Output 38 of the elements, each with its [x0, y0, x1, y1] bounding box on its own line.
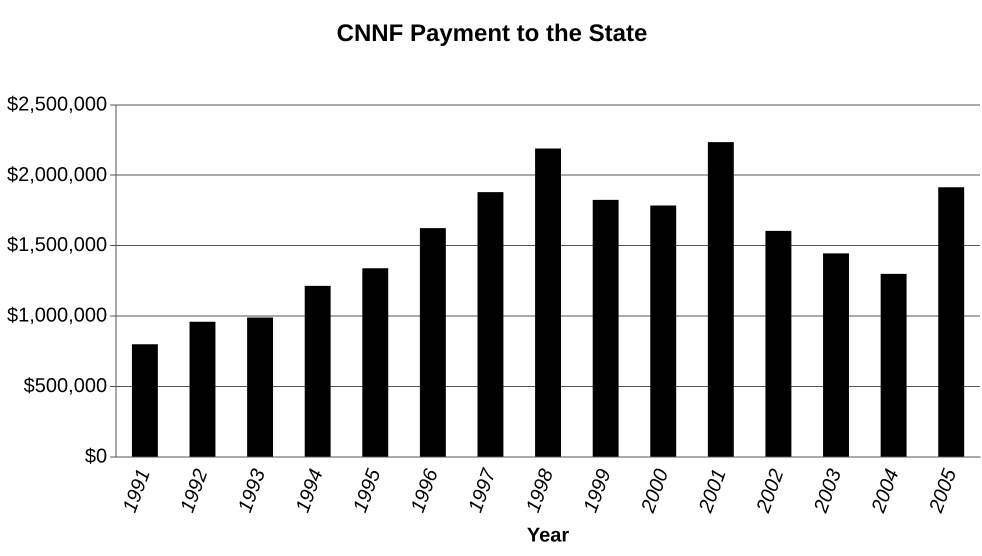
x-tick-label: 2001	[694, 466, 731, 516]
bar	[708, 142, 734, 456]
y-tick-label: $1,500,000	[6, 234, 108, 256]
bar	[938, 187, 964, 456]
bar	[304, 286, 331, 456]
x-tick-label: 2004	[867, 466, 904, 516]
x-tick-label: 1993	[234, 466, 270, 516]
x-tick-label: 1996	[406, 465, 444, 516]
x-tick-label: 1992	[176, 466, 212, 516]
bar	[190, 322, 216, 456]
x-tick-label: 2002	[752, 466, 788, 516]
y-tick-label: $2,500,000	[6, 93, 108, 116]
y-tick-label: $1,000,000	[6, 304, 108, 327]
x-tick-label: 1998	[522, 466, 558, 516]
x-tick-label: 2005	[924, 465, 962, 516]
bar	[420, 228, 446, 456]
x-tick-label: 1997	[464, 465, 501, 516]
bar	[132, 344, 158, 456]
chart-title: CNNF Payment to the State	[336, 20, 648, 48]
x-tick-label: 1999	[580, 466, 616, 516]
bar	[362, 268, 388, 456]
y-tick-label: $0	[84, 446, 108, 468]
y-tick-label: $2,000,000	[6, 164, 108, 186]
bar	[823, 253, 849, 456]
x-tick-label: 1995	[349, 465, 386, 516]
bar	[650, 206, 676, 456]
y-tick-label: $500,000	[24, 375, 108, 398]
bar	[535, 148, 562, 456]
bar	[880, 274, 907, 456]
x-tick-label: 2000	[636, 466, 674, 516]
bar	[765, 230, 792, 456]
bar	[247, 318, 274, 456]
bar	[592, 200, 619, 456]
x-axis-title: Year	[526, 524, 570, 547]
x-tick-label: 1991	[118, 466, 155, 516]
bar	[477, 192, 504, 456]
x-tick-label: 1994	[292, 466, 328, 516]
x-tick-label: 2003	[810, 466, 846, 516]
